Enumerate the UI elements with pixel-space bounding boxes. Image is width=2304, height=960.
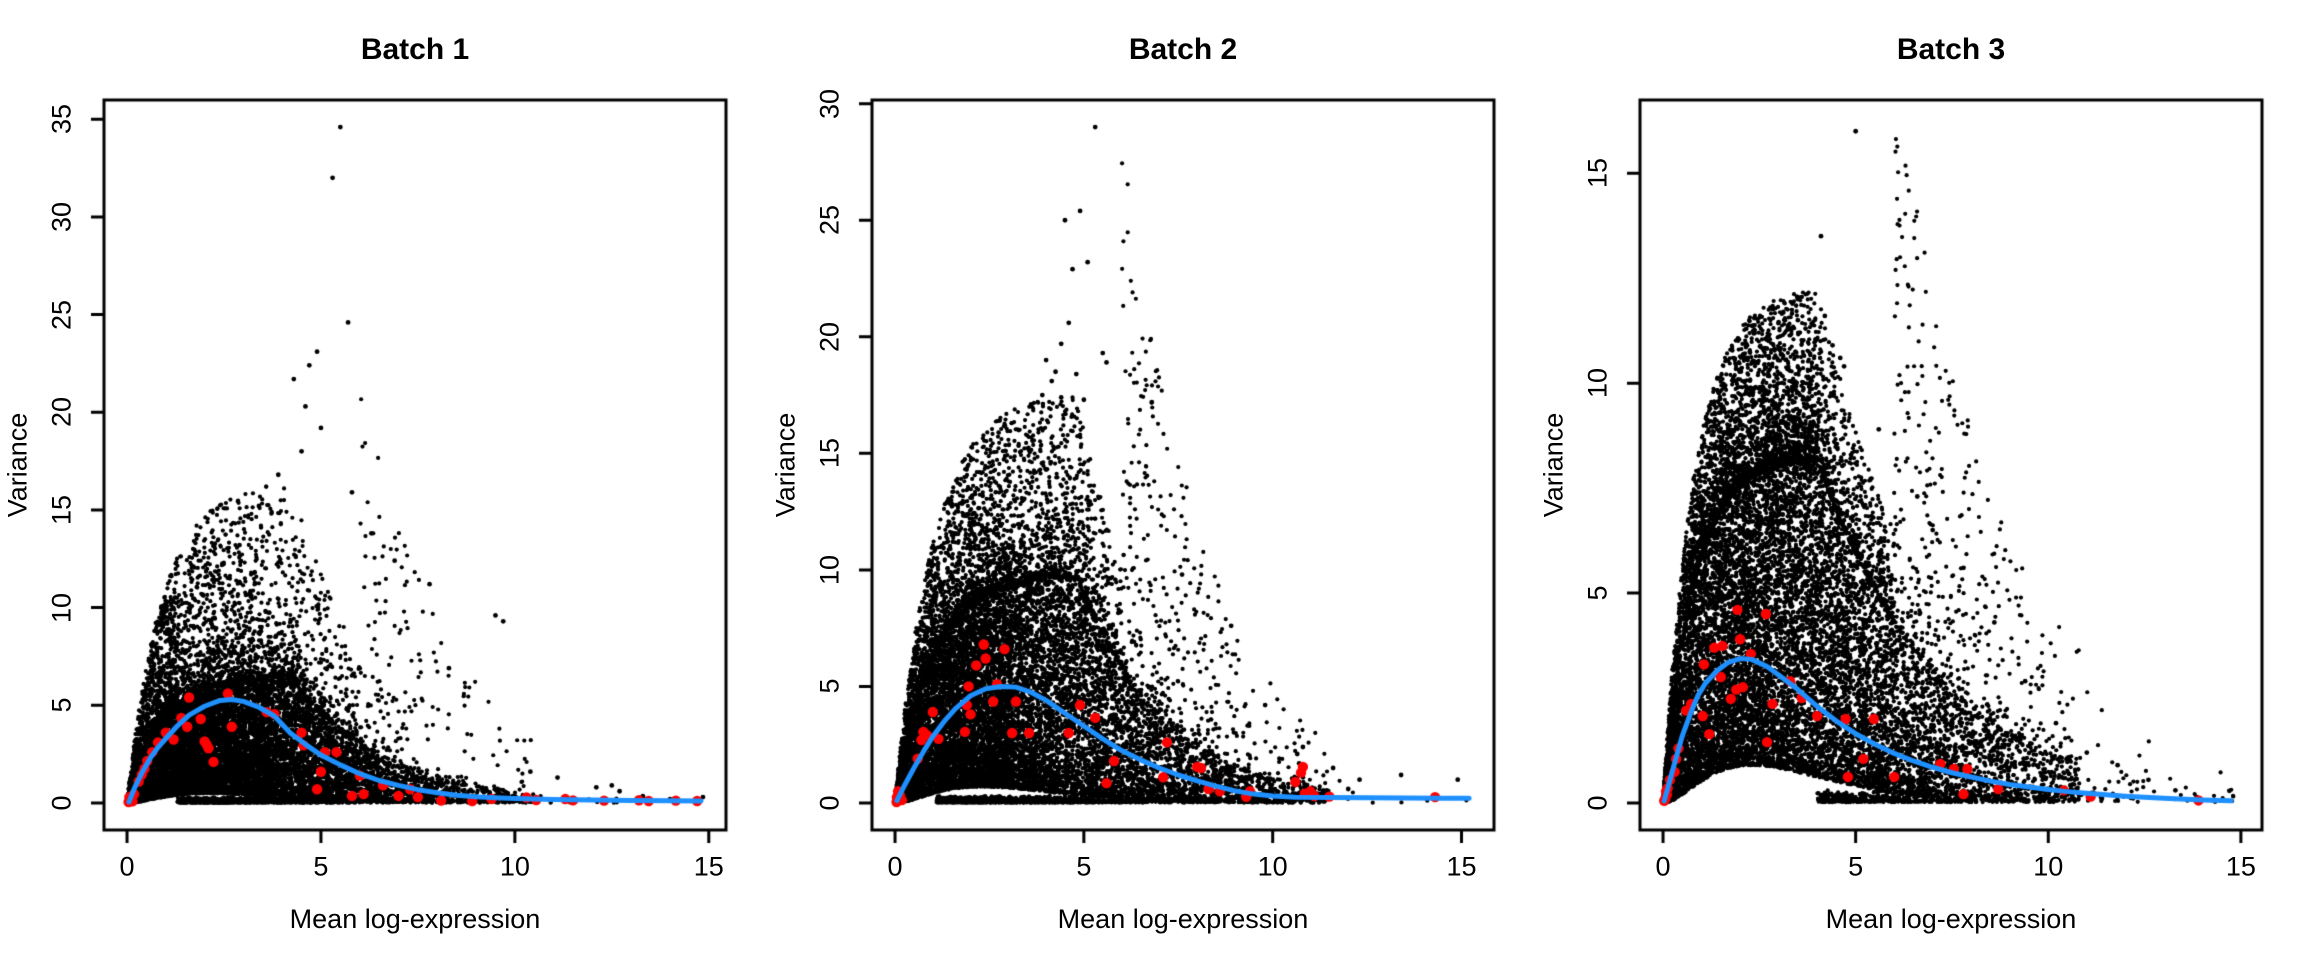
panel-title: Batch 2 <box>1128 33 1238 66</box>
y-tick-label-5: 5 <box>1582 585 1613 601</box>
y-tick-label-0: 0 <box>1582 795 1613 811</box>
y-tick-label-0: 0 <box>814 795 845 811</box>
x-tick-label-10: 10 <box>1257 851 1288 882</box>
x-tick-label-15: 15 <box>693 851 724 882</box>
x-tick-label-15: 15 <box>1446 851 1477 882</box>
y-tick-label-30: 30 <box>46 201 77 232</box>
panel-title: Batch 3 <box>1896 33 2006 66</box>
panel-title: Batch 1 <box>360 33 470 66</box>
x-axis-label: Mean log-expression <box>1057 904 1309 934</box>
y-tick-label-15: 15 <box>46 494 77 525</box>
x-tick-label-10: 10 <box>499 851 530 882</box>
x-tick-label-5: 5 <box>313 851 329 882</box>
y-tick-label-25: 25 <box>46 299 77 330</box>
y-tick-label-10: 10 <box>1582 368 1613 399</box>
x-tick-label-0: 0 <box>119 851 135 882</box>
x-tick-label-5: 5 <box>1076 851 1092 882</box>
plot-area-batch-2 <box>768 0 1536 960</box>
x-tick-label-15: 15 <box>2225 851 2256 882</box>
y-tick-label-5: 5 <box>814 678 845 694</box>
x-axis-label: Mean log-expression <box>289 904 541 934</box>
x-tick-label-5: 5 <box>1848 851 1864 882</box>
y-tick-label-10: 10 <box>814 554 845 585</box>
y-tick-label-30: 30 <box>814 88 845 119</box>
x-axis-label: Mean log-expression <box>1825 904 2077 934</box>
y-axis-label: Variance <box>1538 412 1569 518</box>
panel-batch-2: Batch 2 Mean log-expression Variance 0 5 1… <box>768 0 1536 960</box>
y-tick-label-20: 20 <box>46 397 77 428</box>
y-tick-label-25: 25 <box>814 205 845 236</box>
y-axis-label: Variance <box>770 412 801 518</box>
plot-area-batch-1 <box>0 0 768 960</box>
y-tick-label-5: 5 <box>46 697 77 713</box>
y-axis-label: Variance <box>2 412 33 518</box>
y-tick-label-10: 10 <box>46 592 77 623</box>
panel-batch-3: Batch 3 Mean log-expression Variance 0 5 1… <box>1536 0 2304 960</box>
plot-area-batch-3 <box>1536 0 2304 960</box>
y-tick-label-0: 0 <box>46 795 77 811</box>
x-tick-label-0: 0 <box>887 851 903 882</box>
y-tick-label-20: 20 <box>814 321 845 352</box>
y-tick-label-35: 35 <box>46 104 77 135</box>
x-tick-label-0: 0 <box>1655 851 1671 882</box>
y-tick-label-15: 15 <box>814 438 845 469</box>
x-tick-label-10: 10 <box>2033 851 2064 882</box>
y-tick-label-15: 15 <box>1582 158 1613 189</box>
panel-batch-1: Batch 1 Mean log-expression Variance 0 5 1… <box>0 0 768 960</box>
